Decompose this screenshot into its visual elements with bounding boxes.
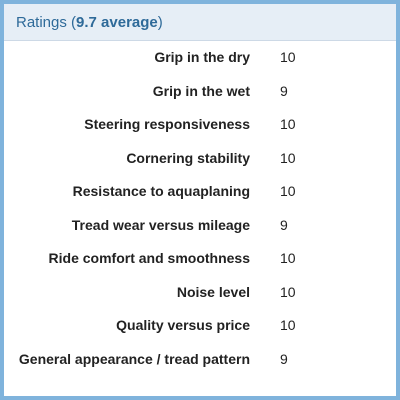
rating-label: Ride comfort and smoothness [48, 250, 250, 266]
rating-row-cornering: Cornering stability 10 [4, 142, 396, 176]
rating-label: Steering responsiveness [84, 116, 250, 132]
rating-row-grip-dry: Grip in the dry 10 [4, 41, 396, 75]
rating-value: 10 [280, 250, 296, 266]
rating-label: Resistance to aquaplaning [72, 183, 250, 199]
rating-row-appearance: General appearance / tread pattern 9 [4, 343, 396, 377]
rating-row-noise: Noise level 10 [4, 276, 396, 310]
rating-value: 10 [280, 183, 296, 199]
rating-value: 10 [280, 116, 296, 132]
rating-value: 10 [280, 49, 296, 65]
rating-value: 10 [280, 283, 296, 300]
rating-value: 9 [280, 82, 288, 99]
rating-row-quality-price: Quality versus price 10 [4, 309, 396, 343]
rating-row-steering: Steering responsiveness 10 [4, 108, 396, 142]
rating-value: 10 [280, 317, 296, 333]
ratings-title-prefix: Ratings ( [16, 14, 77, 31]
rating-value: 9 [280, 216, 288, 233]
rating-value: 10 [280, 149, 296, 166]
ratings-header: Ratings (9.7 average) [4, 4, 396, 41]
average-rating: 9.7 average [76, 14, 158, 31]
rating-row-ride-comfort: Ride comfort and smoothness 10 [4, 242, 396, 276]
rating-label: Tread wear versus mileage [71, 216, 250, 233]
rating-label: Noise level [176, 283, 250, 300]
rating-row-grip-wet: Grip in the wet 9 [4, 75, 396, 109]
rating-label: Grip in the wet [152, 82, 250, 99]
rating-label: Cornering stability [126, 149, 250, 166]
ratings-title-suffix: ) [157, 14, 163, 31]
rating-label: General appearance / tread pattern [18, 350, 250, 367]
rating-row-tread-wear: Tread wear versus mileage 9 [4, 209, 396, 243]
rating-value: 9 [280, 350, 288, 367]
rating-label: Grip in the dry [154, 49, 250, 65]
rating-label: Quality versus price [116, 317, 250, 333]
rating-row-aquaplaning: Resistance to aquaplaning 10 [4, 175, 396, 209]
